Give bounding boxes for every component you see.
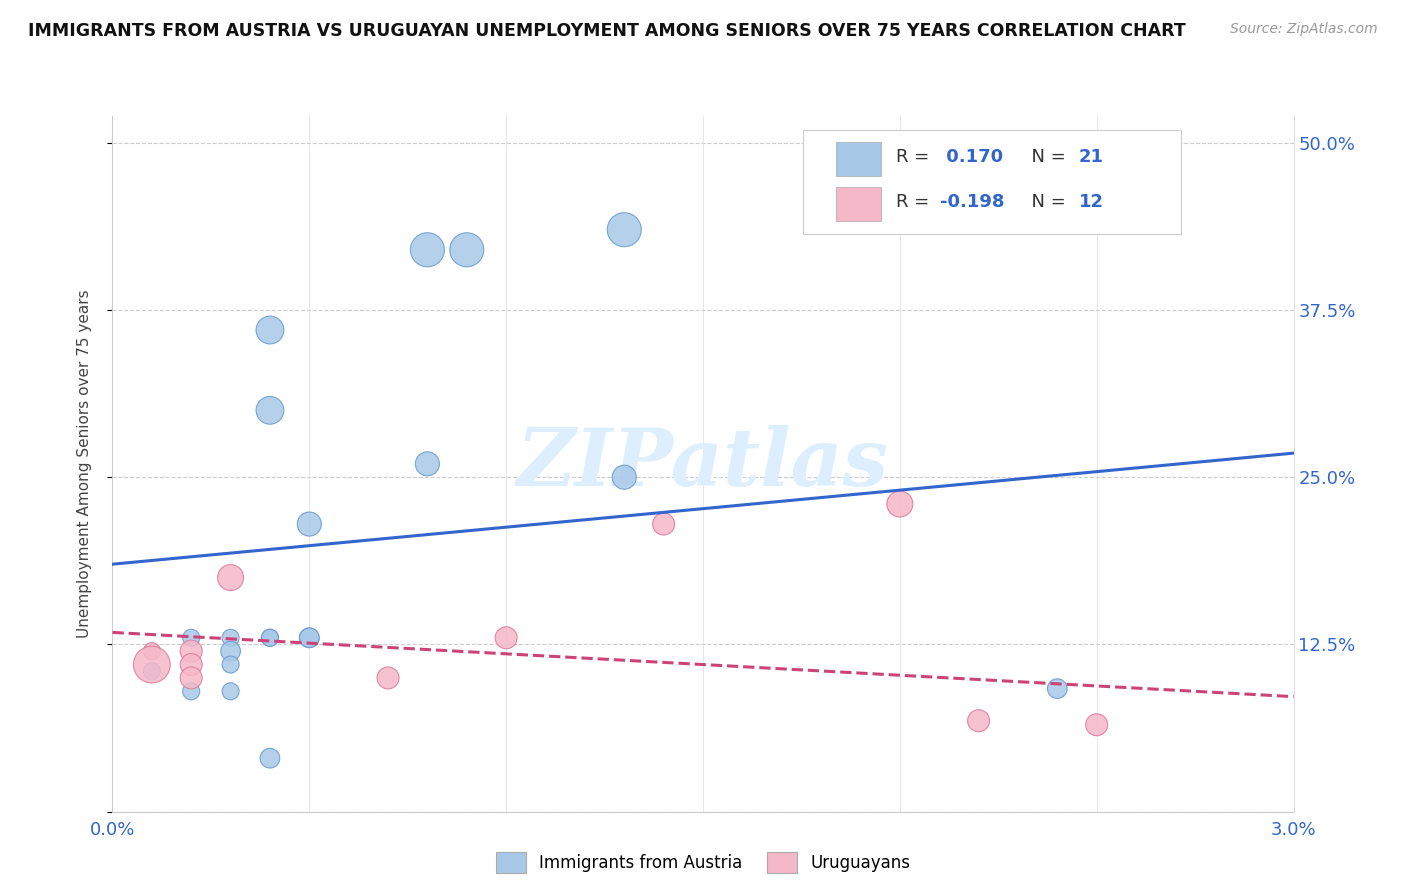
Point [416, 243, 439, 257]
Point [495, 631, 517, 645]
Point [259, 631, 281, 645]
Point [180, 671, 202, 685]
Text: ZIPatlas: ZIPatlas [517, 425, 889, 502]
Point [967, 714, 990, 728]
Text: 21: 21 [1078, 147, 1104, 166]
Point [456, 243, 478, 257]
Point [652, 517, 675, 532]
Point [219, 657, 242, 672]
Point [613, 223, 636, 237]
Point [889, 497, 911, 511]
Point [141, 644, 163, 658]
Point [219, 644, 242, 658]
Point [1085, 717, 1108, 731]
Point [298, 631, 321, 645]
Text: 12: 12 [1078, 193, 1104, 211]
Point [180, 644, 202, 658]
Text: IMMIGRANTS FROM AUSTRIA VS URUGUAYAN UNEMPLOYMENT AMONG SENIORS OVER 75 YEARS CO: IMMIGRANTS FROM AUSTRIA VS URUGUAYAN UNE… [28, 22, 1185, 40]
Point [180, 657, 202, 672]
Point [180, 631, 202, 645]
Point [377, 671, 399, 685]
Legend: Immigrants from Austria, Uruguayans: Immigrants from Austria, Uruguayans [489, 846, 917, 880]
Text: R =: R = [896, 147, 935, 166]
Point [298, 631, 321, 645]
Bar [837, 142, 882, 176]
Text: 0.170: 0.170 [941, 147, 1004, 166]
Bar [837, 187, 882, 220]
FancyBboxPatch shape [803, 130, 1181, 235]
Point [219, 571, 242, 585]
Point [259, 751, 281, 765]
Point [259, 403, 281, 417]
Point [141, 657, 163, 672]
Point [298, 517, 321, 532]
Point [1046, 681, 1069, 696]
Text: N =: N = [1019, 193, 1071, 211]
Point [141, 664, 163, 679]
Text: R =: R = [896, 193, 935, 211]
Text: Source: ZipAtlas.com: Source: ZipAtlas.com [1230, 22, 1378, 37]
Point [259, 631, 281, 645]
Point [259, 323, 281, 337]
Point [416, 457, 439, 471]
Text: -0.198: -0.198 [941, 193, 1005, 211]
Text: N =: N = [1019, 147, 1071, 166]
Y-axis label: Unemployment Among Seniors over 75 years: Unemployment Among Seniors over 75 years [77, 290, 91, 638]
Point [219, 631, 242, 645]
Point [180, 684, 202, 698]
Point [613, 470, 636, 484]
Point [219, 684, 242, 698]
